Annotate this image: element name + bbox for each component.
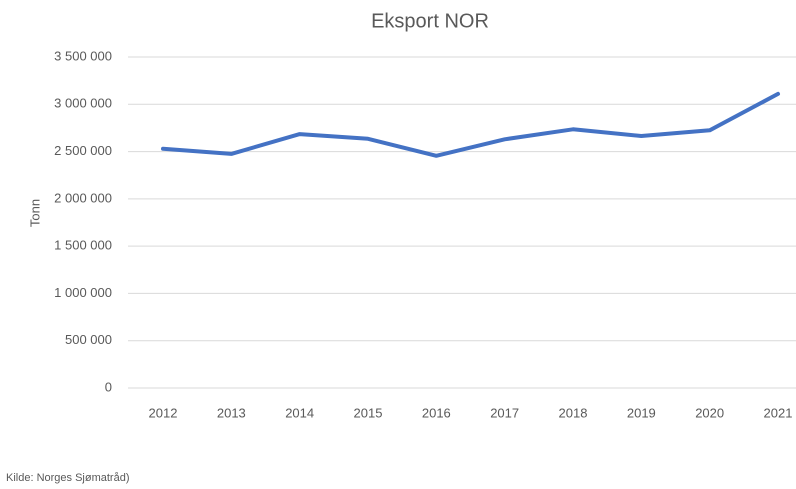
x-tick-label: 2014	[285, 405, 314, 420]
y-tick-label: 3 000 000	[54, 96, 112, 111]
x-tick-label: 2015	[354, 405, 383, 420]
y-tick-label: 2 500 000	[54, 143, 112, 158]
x-tick-label: 2012	[149, 405, 178, 420]
x-tick-label: 2020	[695, 405, 724, 420]
y-axis-label: Tonn	[27, 199, 42, 227]
y-tick-label: 0	[105, 379, 112, 394]
x-tick-label: 2017	[490, 405, 519, 420]
source-note: Kilde: Norges Sjømatråd)	[6, 472, 130, 484]
y-tick-label: 1 500 000	[54, 238, 112, 253]
x-tick-label: 2016	[422, 405, 451, 420]
line-series	[161, 91, 780, 158]
chart-title: Eksport NOR	[371, 10, 489, 32]
y-tick-label: 1 000 000	[54, 285, 112, 300]
x-tick-label: 2019	[627, 405, 656, 420]
x-tick-label: 2013	[217, 405, 246, 420]
x-tick-label: 2018	[559, 405, 588, 420]
x-tick-label: 2021	[764, 405, 793, 420]
y-tick-label: 500 000	[65, 332, 112, 347]
y-tick-label: 2 000 000	[54, 190, 112, 205]
y-tick-label: 3 500 000	[54, 48, 112, 63]
